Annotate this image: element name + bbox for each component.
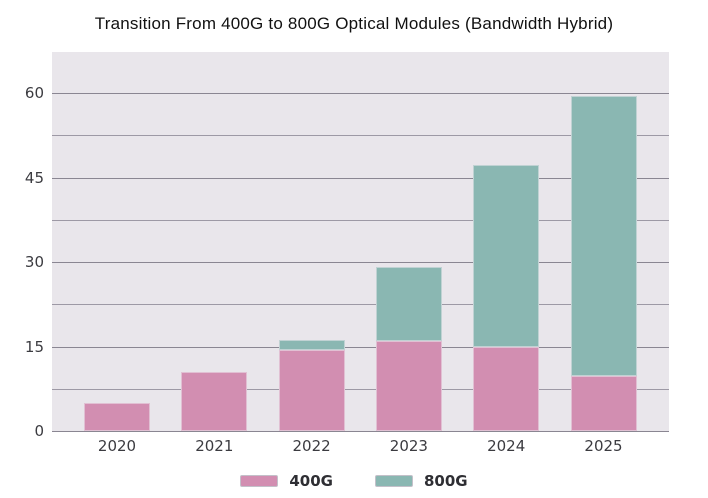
bar-segment-400g-2022 <box>278 350 345 431</box>
x-tick-label: 2021 <box>195 437 234 455</box>
bar-segment-800g-2025 <box>570 95 637 377</box>
x-tick-label: 2025 <box>584 437 623 455</box>
gridline-major <box>52 346 669 348</box>
x-tick-label: 2023 <box>389 437 428 455</box>
legend-item-400g: 400G <box>240 472 333 490</box>
bar-segment-800g-2023 <box>375 266 442 341</box>
gridline-minor <box>52 304 669 306</box>
gridline-major <box>52 431 669 432</box>
gridline-minor <box>52 219 669 221</box>
legend-swatch-800g <box>375 475 413 487</box>
x-tick-label: 2022 <box>292 437 331 455</box>
bar-segment-800g-2024 <box>473 164 540 347</box>
y-tick-label: 45 <box>24 168 44 187</box>
y-axis: 0 15 30 45 60 <box>0 52 44 440</box>
legend-item-800g: 800G <box>375 472 468 490</box>
bar-segment-400g-2020 <box>84 402 150 431</box>
bar-segment-400g-2023 <box>375 340 442 431</box>
bar-segment-800g-2022 <box>278 339 345 351</box>
y-tick-label: 30 <box>24 253 44 272</box>
chart-title: Transition From 400G to 800G Optical Mod… <box>94 14 614 33</box>
gridline-minor <box>52 135 669 137</box>
x-tick-label: 2024 <box>487 437 526 455</box>
bar-segment-400g-2025 <box>570 376 637 431</box>
legend-swatch-400g <box>240 475 279 487</box>
plot-area <box>52 52 669 432</box>
bar-segment-400g-2024 <box>473 346 540 431</box>
x-axis: 2020 2021 2022 2023 2024 2025 <box>52 437 669 457</box>
legend-label: 400G <box>289 472 333 490</box>
gridline-minor <box>52 388 669 390</box>
y-tick-label: 15 <box>24 337 44 356</box>
gridline-major <box>52 93 669 95</box>
y-tick-label: 0 <box>34 422 44 440</box>
legend: 400G 800G <box>0 472 708 490</box>
legend-label: 800G <box>424 472 468 490</box>
y-tick-label: 60 <box>24 84 44 103</box>
gridline-major <box>52 262 669 264</box>
gridline-major <box>52 177 669 179</box>
x-tick-label: 2020 <box>97 437 137 455</box>
bar-segment-400g-2021 <box>181 371 248 431</box>
